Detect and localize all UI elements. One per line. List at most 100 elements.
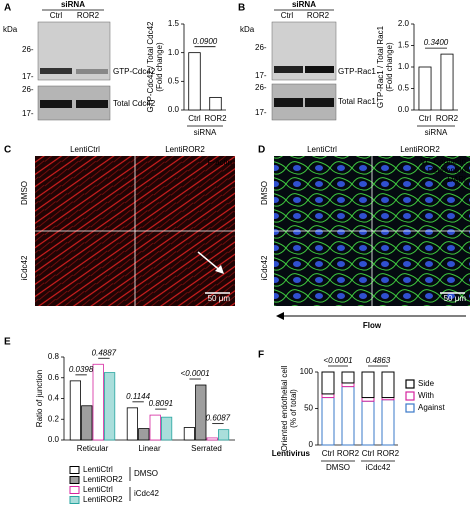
- legend-label: With: [418, 391, 434, 400]
- bar: [126, 407, 138, 441]
- annotation: <0.0001: [323, 356, 352, 365]
- bar: [81, 405, 93, 441]
- band: [76, 100, 108, 108]
- y-axis-label: (% of total): [289, 389, 298, 428]
- unit: kDa: [240, 25, 255, 34]
- bar-segment: [321, 371, 335, 395]
- y-axis-label: Oriented endothelial cell: [280, 365, 289, 451]
- blot-a: siRNA Ctrl ROR2 kDa 26- 17- 26- 17- GTP-…: [3, 0, 156, 121]
- image-c: LentiCtrl LentiROR2 DMSO iCdc42 F-actin …: [20, 145, 235, 306]
- bar: [418, 66, 432, 111]
- unit: kDa: [3, 25, 18, 34]
- y-axis-label: GTP-Rac1 / Total Rac1: [376, 25, 385, 108]
- x-tick-label: ROR2: [377, 449, 400, 458]
- band: [305, 66, 334, 73]
- legend-label: LentiROR2: [83, 495, 123, 504]
- x-tick-label: Ctrl: [322, 449, 335, 458]
- bar: [188, 52, 201, 111]
- x-tick-label: ROR2: [337, 449, 360, 458]
- annotation: 0.3400: [424, 38, 449, 47]
- y-tick-label: 0.4: [48, 394, 60, 403]
- x-axis-label: Lentivirus: [272, 449, 311, 458]
- bar-segment: [361, 397, 375, 402]
- marker: 17-: [255, 71, 267, 80]
- panel-labels: A B C D E F: [4, 3, 265, 361]
- marker: 26-: [255, 83, 267, 92]
- legend-label: Side: [418, 379, 435, 388]
- bar-segment: [361, 400, 375, 446]
- band: [274, 66, 303, 73]
- y-tick-label: 1.0: [168, 48, 180, 57]
- panel-label: E: [4, 337, 11, 348]
- legend-label: LentiROR2: [83, 475, 123, 484]
- x-tick-label: Ctrl: [362, 449, 375, 458]
- column-label: LentiCtrl: [70, 145, 100, 154]
- x-tick-label: Linear: [138, 444, 161, 453]
- bar: [183, 427, 195, 441]
- legend-group: iCdc42: [134, 489, 159, 498]
- scale-label: 50 μm: [208, 294, 231, 303]
- x-tick-label: Ctrl: [419, 114, 432, 123]
- y-tick-label: 0.0: [398, 105, 410, 114]
- bar: [217, 429, 230, 441]
- y-tick-label: 1.5: [168, 19, 180, 28]
- y-tick-label: 0.8: [48, 352, 60, 361]
- legend-swatch: [69, 466, 80, 474]
- band: [274, 98, 303, 107]
- band-label: Total Rac1: [338, 97, 376, 106]
- legend-swatch: [69, 486, 80, 494]
- marker: 17-: [255, 108, 267, 117]
- x-tick-label: ROR2: [204, 114, 227, 123]
- blot-group: siRNA: [292, 0, 316, 9]
- bar: [149, 414, 161, 441]
- bar: [69, 380, 81, 441]
- y-tick-label: 1.5: [398, 41, 410, 50]
- lane-label: ROR2: [77, 11, 100, 20]
- annotation: 0.8091: [149, 399, 173, 408]
- row-label: DMSO: [260, 181, 269, 205]
- band: [40, 100, 72, 108]
- annotation: 0.0900: [193, 37, 218, 46]
- legend-swatch: [69, 496, 80, 504]
- row-label: DMSO: [20, 181, 29, 205]
- stain-label: Pericentrin: [428, 166, 466, 175]
- bar: [195, 384, 207, 441]
- y-tick-label: 0.5: [168, 76, 180, 85]
- annotation: 0.0398: [69, 365, 94, 374]
- x-tick-label: ROR2: [436, 114, 459, 123]
- legend-swatch: [405, 379, 415, 389]
- bar-segment: [321, 393, 335, 399]
- row-label: iCdc42: [260, 255, 269, 280]
- panel-label: B: [238, 3, 245, 14]
- arrow-head: [215, 265, 224, 274]
- marker: 26-: [22, 45, 34, 54]
- legend-swatch: [69, 476, 80, 484]
- group-label: iCdc42: [366, 463, 391, 472]
- annotation: 0.1144: [126, 392, 150, 401]
- panel-label: F: [258, 350, 264, 361]
- legend-label: Against: [418, 403, 445, 412]
- legend-swatch: [405, 391, 415, 401]
- panel-label: A: [4, 3, 11, 14]
- flow-arrow-head: [276, 312, 284, 320]
- bar-segment: [341, 382, 355, 388]
- x-tick-label: Ctrl: [188, 114, 201, 123]
- x-axis-label: siRNA: [194, 128, 217, 137]
- bar: [160, 416, 173, 441]
- bar-segment: [361, 371, 375, 399]
- bar-segment: [381, 399, 395, 446]
- lane-label: ROR2: [307, 11, 330, 20]
- band-label: Total Cdc42: [113, 99, 156, 108]
- y-tick-label: 2.0: [398, 19, 410, 28]
- y-tick-label: 50: [304, 404, 313, 413]
- y-tick-label: 0.6: [48, 373, 60, 382]
- annotation: <0.0001: [181, 369, 210, 378]
- x-axis-label: siRNA: [425, 128, 448, 137]
- y-tick-label: 1.0: [398, 62, 410, 71]
- bar: [92, 363, 104, 441]
- stain-label: VE-Cadherin: [420, 157, 466, 166]
- bar-segment: [341, 386, 355, 446]
- y-axis-label: (Fold change): [385, 42, 394, 92]
- annotation: 0.4887: [92, 348, 117, 357]
